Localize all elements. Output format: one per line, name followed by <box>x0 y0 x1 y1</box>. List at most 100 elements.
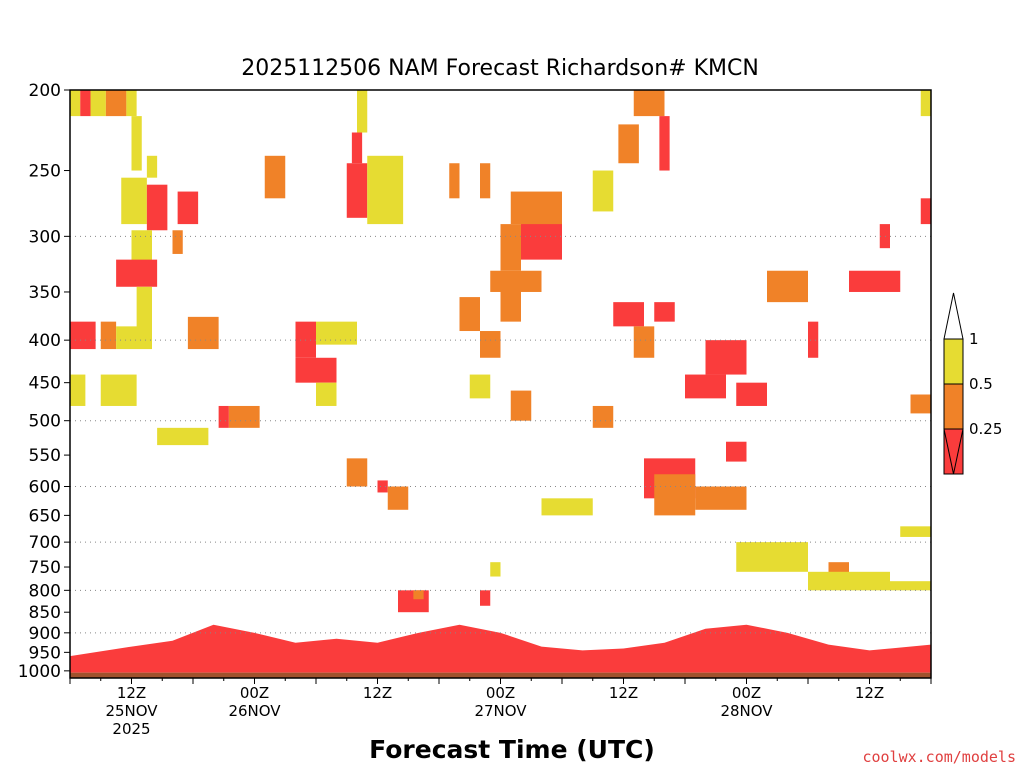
y-tick-label: 400 <box>29 331 61 351</box>
heatmap-cell <box>387 486 409 510</box>
colorbar-label: 0.5 <box>969 375 993 393</box>
heatmap-cell <box>459 297 480 332</box>
heatmap-cell <box>910 394 931 414</box>
heatmap-cell <box>469 374 491 399</box>
y-tick-label: 200 <box>29 81 61 101</box>
heatmap-cell <box>177 191 199 225</box>
heatmap-cell <box>218 405 229 428</box>
y-tick-label: 1000 <box>18 662 61 682</box>
heatmap-cell <box>695 486 747 510</box>
heatmap-cell <box>70 374 86 406</box>
y-tick-label: 600 <box>29 477 61 497</box>
heatmap-cell <box>146 184 168 231</box>
heatmap-cell <box>80 90 91 117</box>
heatmap-cell <box>131 230 152 266</box>
heatmap-cell <box>105 90 127 117</box>
heatmap-cell <box>500 286 521 322</box>
heatmap-cell <box>100 321 117 350</box>
y-tick-label: 850 <box>29 603 61 623</box>
plot-area <box>69 89 932 679</box>
heatmap-cell <box>736 542 808 572</box>
heatmap-cell <box>808 321 819 358</box>
colorbar: 1 0.5 0.25 <box>943 292 1002 475</box>
y-tick-label: 450 <box>29 374 61 394</box>
heatmap-cell <box>592 405 614 428</box>
ground-strip <box>70 672 931 678</box>
heatmap-cell <box>116 259 158 287</box>
heatmap-cell <box>767 270 808 303</box>
y-tick-label: 700 <box>29 533 61 553</box>
heatmap-cell <box>500 224 521 271</box>
heatmap-cell <box>121 177 147 225</box>
colorbar-label: 0.25 <box>969 420 1002 438</box>
heatmap-cell <box>510 390 532 421</box>
heatmap-cell <box>879 224 890 249</box>
heatmap-cell <box>685 374 726 399</box>
x-axis-label: Forecast Time (UTC) <box>369 735 655 764</box>
heatmap-cell <box>613 302 644 327</box>
x-tick-label: 12Z <box>363 684 392 702</box>
heatmap-cell <box>633 326 655 358</box>
colorbar-min-arrow <box>943 428 964 475</box>
heatmap-cell <box>346 458 368 487</box>
heatmap-cell <box>413 590 424 600</box>
heatmap-cell <box>510 191 562 225</box>
pbl-band <box>70 624 931 673</box>
y-tick-label: 250 <box>29 162 61 182</box>
heatmap-cell <box>316 321 357 345</box>
y-tick-label: 800 <box>29 581 61 601</box>
y-axis: 200 250 300 350 400 450 500 550 600 650 700 750 8008… <box>18 81 70 682</box>
heatmap-cell <box>654 302 675 322</box>
y-tick-label: 750 <box>29 558 61 578</box>
heatmap-cell <box>116 326 152 350</box>
y-tick-label: 350 <box>29 283 61 303</box>
heatmap-cell <box>490 270 542 292</box>
heatmap-cell <box>351 132 363 164</box>
heatmap-cell <box>736 382 767 406</box>
heatmap-cell <box>449 163 460 199</box>
credit-text: coolwx.com/models <box>862 748 1016 766</box>
heatmap-cell <box>633 90 665 117</box>
heatmap-cell <box>157 427 209 446</box>
heatmap-cell <box>131 116 142 171</box>
x-tick-label: 26NOV <box>228 702 281 720</box>
y-tick-label: 550 <box>29 446 61 466</box>
colorbar-segment <box>943 383 964 430</box>
chart-title: 2025112506 NAM Forecast Richardson# KMCN <box>241 56 759 81</box>
x-tick-label: 00Z <box>240 684 269 702</box>
heatmap-cell <box>920 198 931 225</box>
y-tick-label: 650 <box>29 506 61 526</box>
heatmap-cell <box>659 116 670 171</box>
heatmap-cell <box>726 441 747 462</box>
heatmap-cell <box>705 340 747 375</box>
x-tick-label: 2025 <box>112 720 150 738</box>
heatmap-cells <box>70 90 931 678</box>
heatmap-cell <box>618 124 639 164</box>
heatmap-cell <box>592 170 614 212</box>
heatmap-cell <box>480 590 491 606</box>
heatmap-cell <box>295 357 337 383</box>
y-tick-label: 500 <box>29 412 61 432</box>
heatmap-cell <box>900 526 931 537</box>
heatmap-cell <box>316 382 337 406</box>
x-tick-label: 27NOV <box>474 702 527 720</box>
heatmap-cell <box>346 163 368 218</box>
heatmap-cell <box>100 374 137 406</box>
heatmap-cell <box>357 90 368 133</box>
x-tick-label: 12Z <box>855 684 884 702</box>
heatmap-cell <box>70 90 81 117</box>
heatmap-cell <box>172 230 183 254</box>
y-tick-label: 950 <box>29 643 61 663</box>
x-tick-label: 25NOV <box>105 702 158 720</box>
heatmap-cell <box>490 562 501 577</box>
heatmap-cell <box>367 155 404 225</box>
heatmap-cell <box>90 90 106 117</box>
heatmap-cell <box>480 331 501 358</box>
heatmap-cell <box>187 316 219 350</box>
gridlines <box>70 235 931 634</box>
heatmap-cell <box>126 90 137 117</box>
heatmap-cell <box>480 163 491 199</box>
heatmap-cell <box>890 581 931 591</box>
heatmap-cell <box>136 286 152 332</box>
